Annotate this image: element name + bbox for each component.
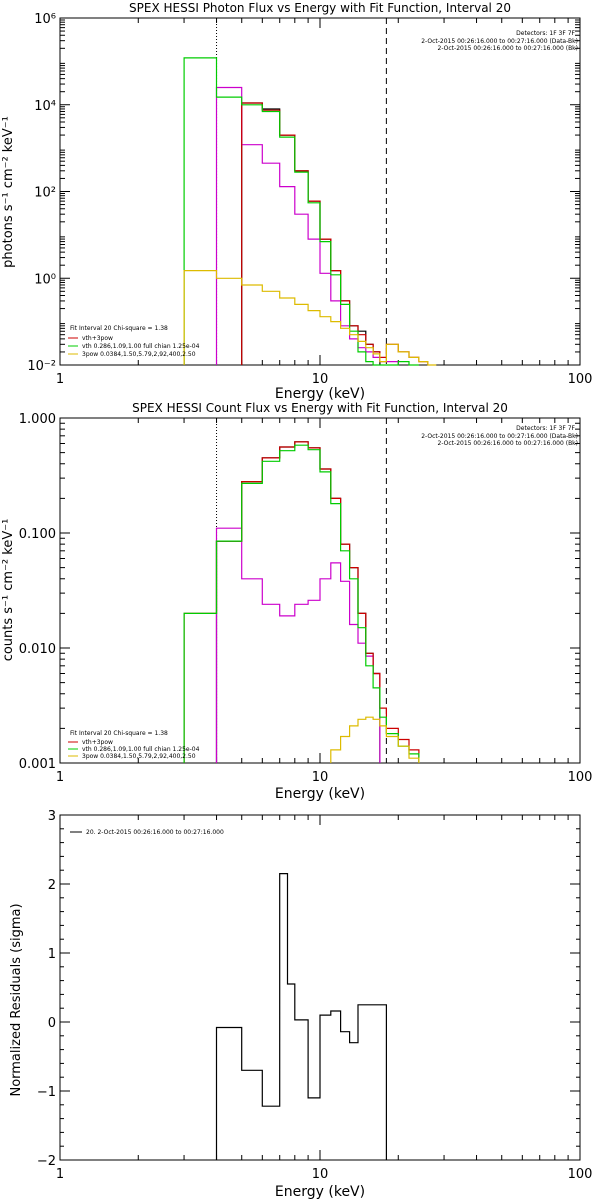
photon-panel-title: SPEX HESSI Photon Flux vs Energy with Fi…: [129, 1, 511, 15]
y-tick-label: 1.000: [19, 412, 56, 427]
count-panel-title: SPEX HESSI Count Flux vs Energy with Fit…: [132, 401, 508, 415]
y-tick-label: 0.001: [19, 757, 56, 772]
series-2-oct-2015-00-26-16-000-to-00-27-16-000-: [215, 86, 399, 365]
count-fit-line-total: vth+3pow: [82, 739, 113, 746]
y-tick-label: 0: [48, 1016, 56, 1031]
photon-series-group: [183, 18, 437, 366]
residuals-legend-line: 20. 2-Oct-2015 00:26:16.000 to 00:27:16.…: [86, 829, 224, 836]
series-3pow-0-0384-1-50-5-79-2-92-400-2-50: [330, 716, 420, 763]
series-2-oct-2015-00-26-16-000-to-00-27-16-000-: [215, 527, 381, 763]
residuals-plot-frame: [59, 814, 581, 1161]
photon-x-axis-label: Energy (keV): [275, 386, 365, 402]
count-fit-line-vth: vth 0.286,1.09,1.00 full chian 1.25e-04: [82, 746, 200, 753]
y-tick-label: 2: [48, 878, 56, 893]
photon-fit-line-3pow: 3pow 0.0384,1.50,5.79,2,92,400,2.50: [82, 351, 196, 358]
y-tick-label: 10⁰: [34, 272, 56, 287]
residuals-series-group: [215, 873, 387, 1160]
y-tick-label: 10⁻²: [27, 359, 56, 374]
photon-fit-legend: Fit Interval 20 Chi-square = 1.38 vth+3p…: [68, 325, 200, 358]
photon-flux-panel: SPEX HESSI Photon Flux vs Energy with Fi…: [1, 1, 592, 402]
residuals-panel: Energy (keV) Normalized Residuals (sigma…: [9, 809, 592, 1200]
series-2-oct-2015-00-26-16-000-to-00-27-16-000-: [215, 441, 381, 763]
x-tick-label: 1: [56, 1167, 64, 1182]
photon-legend-header: Detectors: 1F 3F 7F: [516, 30, 575, 37]
x-tick-label: 100: [568, 1167, 593, 1182]
x-tick-label: 100: [568, 372, 593, 387]
photon-fit-line-vth: vth 0.286,1.09,1.00 full chian 1.25e-04: [82, 343, 200, 350]
y-tick-label: 10⁴: [34, 99, 56, 114]
series-2-oct-2015-00-26-16-000-to-00-27-16-000-: [241, 102, 381, 365]
count-fit-legend: Fit Interval 20 Chi-square = 1.38 vth+3p…: [68, 730, 200, 760]
photon-fit-header: Fit Interval 20 Chi-square = 1.38: [70, 325, 168, 332]
x-tick-label: 10: [312, 372, 329, 387]
y-tick-label: 0.010: [19, 642, 56, 657]
count-y-axis-label: counts s⁻¹ cm⁻² keV⁻¹: [1, 519, 16, 662]
count-legend: Detectors: 1F 3F 7F 2-Oct-2015 00:26:16.…: [421, 425, 578, 447]
series-20-2-oct-2015-00-26-16-000-to-00-27-16-0: [215, 873, 387, 1160]
series-3pow-0-0384-1-50-5-79-2-92-400-2-50: [183, 270, 437, 366]
residuals-y-axis-label: Normalized Residuals (sigma): [9, 903, 24, 1096]
count-fit-line-3pow: 3pow 0.0384,1.50,5.79,2,92,400,2.50: [82, 753, 196, 760]
photon-legend-line-data: 2-Oct-2015 00:26:16.000 to 00:27:16.000 …: [421, 38, 578, 45]
x-tick-label: 100: [568, 770, 593, 785]
y-tick-label: 0.100: [19, 527, 56, 542]
count-x-axis-label: Energy (keV): [275, 786, 365, 802]
count-fit-header: Fit Interval 20 Chi-square = 1.38: [70, 730, 168, 737]
photon-axis-ticks: 1 10 100 10⁻² 10⁰ 10² 10⁴ 10⁶: [27, 12, 592, 387]
series-vth-3pow: [183, 441, 420, 763]
y-tick-label: 3: [48, 809, 56, 824]
photon-y-axis-label: photons s⁻¹ cm⁻² keV⁻¹: [1, 116, 16, 268]
photon-legend-line-bk: 2-Oct-2015 00:26:16.000 to 00:27:16.000 …: [438, 45, 579, 52]
count-axis-ticks: 1 10 100 0.001 0.010 0.100 1.000: [19, 412, 593, 785]
y-tick-label: 1: [48, 947, 56, 962]
x-tick-label: 1: [56, 770, 64, 785]
x-tick-label: 10: [312, 1167, 329, 1182]
y-tick-label: −1: [37, 1085, 56, 1100]
y-tick-label: 10⁶: [34, 12, 56, 27]
count-legend-header: Detectors: 1F 3F 7F: [516, 425, 575, 432]
y-tick-label: 10²: [34, 186, 56, 201]
count-legend-line-data: 2-Oct-2015 00:26:16.000 to 00:27:16.000 …: [421, 433, 578, 440]
series-vth-0-286-1-09-1-00-full-chian-1-25e-04: [183, 57, 419, 366]
photon-fit-line-total: vth+3pow: [82, 335, 113, 342]
residuals-axis-ticks: 1 10 100 −2 −1 0 1 2 3: [37, 809, 593, 1182]
x-tick-label: 1: [56, 372, 64, 387]
residuals-x-axis-label: Energy (keV): [275, 1184, 365, 1200]
residuals-legend: 20. 2-Oct-2015 00:26:16.000 to 00:27:16.…: [70, 829, 224, 836]
count-series-group: [183, 418, 420, 763]
photon-legend: Detectors: 1F 3F 7F 2-Oct-2015 00:26:16.…: [421, 30, 578, 52]
count-legend-line-bk: 2-Oct-2015 00:26:16.000 to 00:27:16.000 …: [438, 440, 579, 447]
x-tick-label: 10: [312, 770, 329, 785]
count-flux-panel: SPEX HESSI Count Flux vs Energy with Fit…: [1, 401, 592, 802]
series-vth-3pow: [241, 102, 429, 365]
y-tick-label: −2: [37, 1154, 56, 1169]
